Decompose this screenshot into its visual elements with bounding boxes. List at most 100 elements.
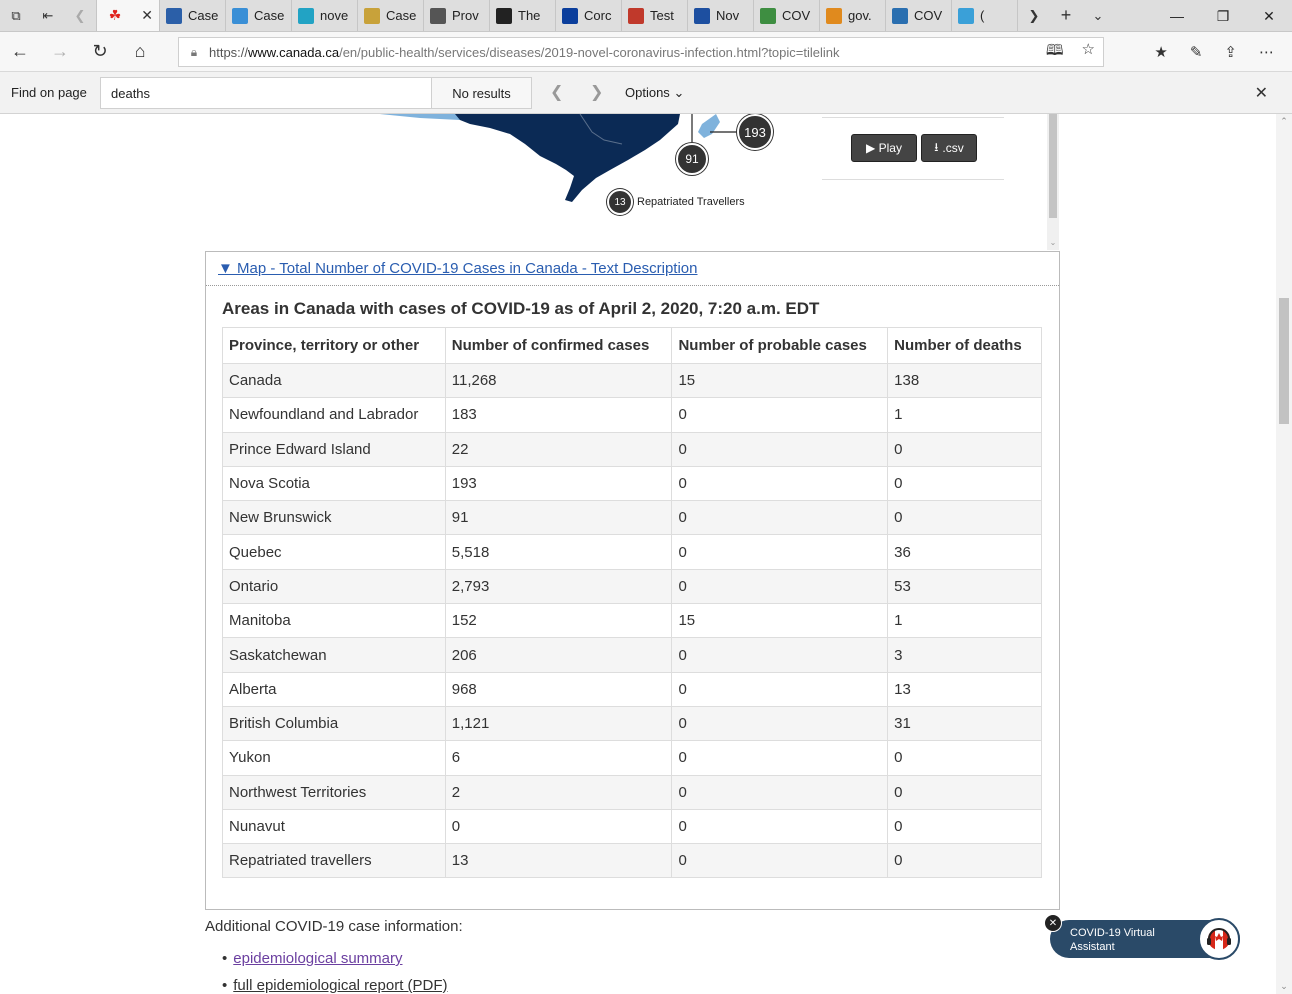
set-aside-tabs-icon[interactable]: ⇤	[42, 7, 54, 23]
refresh-icon[interactable]: ↻	[92, 41, 108, 61]
table-row: Quebec 5,518 0 36	[222, 534, 1042, 570]
table-row: British Columbia 1,121 0 31	[222, 705, 1042, 742]
virtual-assistant-widget[interactable]: ✕ COVID-19 Virtual Assistant	[1044, 914, 1240, 960]
browser-tab[interactable]: (	[952, 0, 1018, 31]
ns-flag-icon	[694, 7, 710, 24]
table-cell: 13	[887, 671, 1042, 707]
details-summary-link[interactable]: ▼ Map - Total Number of COVID-19 Cases i…	[218, 260, 698, 277]
browser-tab[interactable]: gov.	[820, 0, 886, 31]
text-description-details: ▼ Map - Total Number of COVID-19 Cases i…	[205, 251, 1060, 910]
table-cell: 0	[887, 500, 1042, 536]
browser-tab[interactable]: Case	[160, 0, 226, 31]
chevron-down-icon: ⌄	[673, 84, 685, 100]
tab-label: COV	[782, 8, 811, 23]
url-field[interactable]: 🔒︎ https://www.canada.ca/en/public-healt…	[178, 37, 1104, 67]
column-header: Province, territory or other	[222, 327, 446, 364]
more-icon[interactable]: ⋯	[1259, 44, 1274, 61]
list-item: full epidemiological report (PDF)	[222, 977, 448, 994]
notes-pen-icon[interactable]: ✎	[1189, 44, 1203, 61]
table-row: Saskatchewan 206 0 3	[222, 637, 1042, 673]
table-cell: 0	[887, 465, 1042, 502]
restore-icon[interactable]: ❐	[1216, 7, 1230, 24]
map-region-ontario	[455, 114, 680, 202]
map-bubble-193[interactable]: 193	[737, 114, 773, 150]
close-window-icon[interactable]: ✕	[1263, 7, 1275, 24]
browser-tab[interactable]: COV	[754, 0, 820, 31]
close-tab-icon[interactable]: ✕	[141, 7, 153, 23]
table-cell: 152	[444, 603, 673, 639]
page-scroll-up-icon[interactable]: ⌃	[1280, 116, 1288, 126]
find-options-button[interactable]: Options ⌄	[625, 85, 684, 101]
browser-tab[interactable]: The	[490, 0, 556, 31]
repatriated-travellers-label: Repatriated Travellers	[637, 196, 745, 208]
browser-tab[interactable]: ☘ ✕	[96, 0, 160, 31]
download-icon: ⭳	[934, 139, 939, 154]
tab-strip: ⧉ ⇤ ❮ ☘ ✕ Case Case nove Case Prov The Corc Test N…	[0, 0, 1292, 32]
table-cell: 11,268	[444, 362, 673, 399]
new-tab-icon[interactable]: +	[1060, 5, 1072, 25]
map-bubble-13[interactable]: 13	[607, 189, 633, 215]
csv-download-button[interactable]: ⭳ .csv	[921, 134, 977, 162]
back-icon[interactable]: ←	[11, 41, 29, 61]
details-summary[interactable]: ▼ Map - Total Number of COVID-19 Cases i…	[206, 252, 1059, 286]
browser-tab[interactable]: Prov	[424, 0, 490, 31]
table-cell: 0	[671, 500, 889, 536]
assistant-label: COVID-19 Virtual Assistant	[1070, 927, 1155, 953]
tab-actions-icon[interactable]: ⧉	[11, 7, 21, 23]
find-close-icon[interactable]: ✕	[1254, 84, 1268, 102]
list-item: epidemiological summary	[222, 950, 448, 967]
tab-label: Case	[386, 8, 417, 23]
find-next-icon[interactable]: ❯	[590, 84, 604, 101]
browser-tab[interactable]: Corc	[556, 0, 622, 31]
browser-tab[interactable]: Case	[226, 0, 292, 31]
favorites-hub-icon[interactable]: ★	[1154, 44, 1168, 61]
find-previous-icon[interactable]: ❮	[550, 84, 564, 101]
table-cell: 31	[887, 705, 1042, 742]
table-cell: 15	[671, 362, 889, 399]
assistant-close-icon[interactable]: ✕	[1044, 914, 1062, 932]
page-scroll-down-icon[interactable]: ⌄	[1280, 981, 1288, 991]
tab-list-chevron-icon[interactable]: ⌄	[1092, 7, 1104, 23]
tab-label: COV	[914, 8, 943, 23]
find-result: No results	[432, 77, 532, 109]
scroll-tabs-left-icon[interactable]: ❮	[74, 7, 86, 23]
map-frame-scroll-thumb[interactable]	[1049, 114, 1057, 218]
assistant-avatar-icon[interactable]	[1198, 918, 1240, 960]
globe-dark-icon	[496, 7, 512, 24]
browser-tab[interactable]: Test	[622, 0, 688, 31]
reading-view-icon[interactable]: 🕮︎	[1045, 41, 1064, 59]
tab-label: (	[980, 8, 985, 23]
table-cell: 0	[671, 671, 889, 707]
browser-tab[interactable]: nove	[292, 0, 358, 31]
browser-tab[interactable]: Nov	[688, 0, 754, 31]
map-frame-scrollbar[interactable]: ⌄	[1047, 114, 1059, 250]
page-scroll-thumb[interactable]	[1279, 298, 1289, 424]
table-cell: 0	[671, 740, 889, 776]
home-icon[interactable]: ⌂	[134, 41, 146, 61]
table-cell: 1,121	[444, 705, 673, 742]
share-icon[interactable]: ⇪	[1224, 44, 1237, 61]
map-bubble-91[interactable]: 91	[676, 143, 708, 175]
map-frame-scroll-down-icon[interactable]: ⌄	[1049, 238, 1057, 247]
favorite-star-icon[interactable]: ☆	[1081, 40, 1095, 58]
table-cell: 968	[444, 671, 673, 707]
play-button[interactable]: ▶ Play	[851, 134, 917, 162]
scroll-tabs-right-icon[interactable]: ❯	[1028, 7, 1040, 23]
epidemiological-summary-link[interactable]: epidemiological summary	[233, 950, 403, 967]
map-region-maritimes	[698, 114, 720, 138]
minimize-icon[interactable]: —	[1170, 8, 1184, 24]
table-cell: 2,793	[444, 568, 673, 605]
tab-label: Case	[254, 8, 285, 23]
find-bar: Find on page No results ❮ ❯ Options ⌄ ✕	[0, 72, 1292, 114]
browser-tab[interactable]: Case	[358, 0, 424, 31]
find-input[interactable]	[100, 77, 432, 109]
browser-tab[interactable]: COV	[886, 0, 952, 31]
table-cell: Canada	[222, 362, 446, 399]
table-cell: 1	[887, 603, 1042, 639]
page-scrollbar[interactable]: ⌃ ⌄	[1276, 114, 1292, 994]
full-report-link[interactable]: full epidemiological report (PDF)	[233, 977, 448, 994]
table-row: Prince Edward Island 22 0 0	[222, 431, 1042, 467]
find-options-label: Options	[625, 84, 670, 100]
forward-icon[interactable]: →	[51, 41, 69, 61]
table-cell: 0	[671, 431, 889, 467]
